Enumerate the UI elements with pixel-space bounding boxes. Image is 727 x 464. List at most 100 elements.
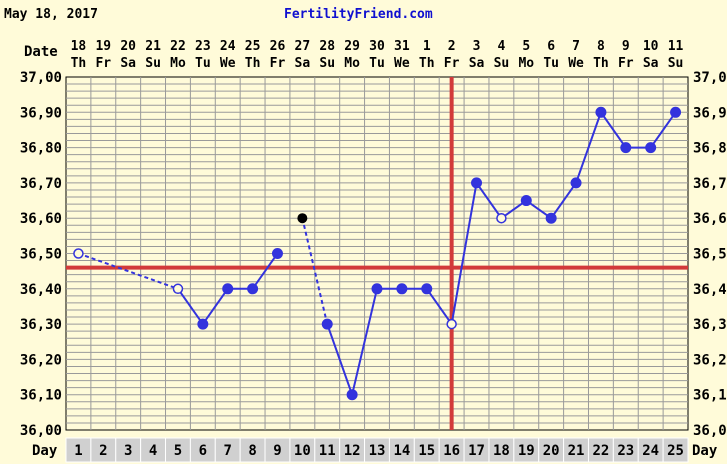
- temperature-line: [177, 288, 204, 325]
- date-axis: 18Th19Fr20Sa21Su22Mo23Tu24We25Th26Fr27Sa…: [71, 39, 684, 71]
- weekday-label: Sa: [295, 56, 311, 71]
- temperature-point: [520, 195, 532, 207]
- date-label: 19: [95, 39, 111, 54]
- weekday-label: Su: [319, 56, 335, 71]
- date-label: 27: [295, 39, 311, 54]
- cycle-day-cell: [662, 437, 689, 463]
- y-tick-label-left: 36,40: [20, 282, 62, 298]
- cycle-day-cell: [339, 437, 366, 463]
- y-tick-label-right: 36,0: [693, 423, 727, 439]
- y-axis-left: 37,00 36,90 36,80 36,70 36,60 36,50 36,40 36,30…: [20, 70, 62, 439]
- temperature-point: [321, 318, 333, 330]
- temperature-point: [570, 177, 582, 189]
- weekday-label: Th: [71, 56, 87, 71]
- cycle-day-cell: [463, 437, 490, 463]
- temperature-point: [247, 283, 259, 295]
- temperature-line: [326, 323, 354, 396]
- cycle-day-label: 4: [149, 443, 157, 459]
- temperature-point: [197, 318, 209, 330]
- weekday-label: Sa: [469, 56, 485, 71]
- cycle-day-label: 5: [174, 443, 182, 459]
- date-label: 23: [195, 39, 211, 54]
- temperature-point: [396, 283, 408, 295]
- y-tick-label-right: 36,6: [693, 211, 727, 227]
- chart-date: May 18, 2017: [4, 7, 98, 22]
- weekday-label: Su: [668, 56, 684, 71]
- cycle-day-cell: [90, 437, 117, 463]
- day-row-label-right: Day: [692, 443, 718, 459]
- date-label: 25: [245, 39, 261, 54]
- cycle-day-cell: [140, 437, 167, 463]
- weekday-label: Su: [494, 56, 510, 71]
- temperature-line: [600, 111, 627, 149]
- cycle-day-cell: [239, 437, 266, 463]
- temperature-point: [471, 177, 483, 189]
- date-label: 6: [547, 39, 555, 54]
- cycle-day-label: 20: [543, 443, 560, 459]
- y-tick-label-right: 36,2: [693, 352, 727, 368]
- cycle-day-cell: [513, 437, 540, 463]
- cycle-day-label: 9: [273, 443, 281, 459]
- temperature-point: [645, 142, 657, 154]
- weekday-label: Mo: [170, 56, 186, 71]
- weekday-label: Su: [145, 56, 161, 71]
- date-label: 11: [668, 39, 684, 54]
- y-tick-label-left: 36,60: [20, 211, 62, 227]
- temperature-point: [620, 142, 632, 154]
- date-label: 22: [170, 39, 186, 54]
- cycle-day-label: 23: [617, 443, 634, 459]
- site-name[interactable]: FertilityFriend.com: [284, 7, 433, 22]
- cycle-day-cell: [165, 437, 191, 463]
- temperature-point-open: [446, 318, 457, 330]
- date-label: 3: [473, 39, 481, 54]
- date-label: 20: [120, 39, 136, 54]
- temperature-line-dashed: [78, 252, 179, 290]
- cycle-day-label: 16: [443, 443, 460, 459]
- date-label: 8: [597, 39, 605, 54]
- cycle-day-cell: [538, 437, 565, 463]
- y-tick-label-left: 36,90: [20, 105, 62, 121]
- temperature-point-discarded: [297, 213, 308, 224]
- weekday-label: Fr: [270, 56, 286, 71]
- temperature-series: [73, 106, 682, 401]
- cycle-day-cell: [214, 437, 241, 463]
- y-tick-label-right: 36,1: [693, 388, 727, 404]
- temperature-point-open: [73, 248, 84, 259]
- temperature-line: [351, 288, 378, 395]
- cycle-day-label: 8: [248, 443, 256, 459]
- cycle-day-label: 7: [224, 443, 232, 459]
- weekday-label: Mo: [518, 56, 534, 71]
- date-label: 9: [622, 39, 630, 54]
- cycle-day-label: 15: [418, 443, 435, 459]
- weekday-label: Fr: [444, 56, 460, 71]
- temperature-line: [649, 111, 677, 149]
- weekday-label: Sa: [120, 56, 136, 71]
- temperature-line: [202, 288, 229, 325]
- temperature-line: [550, 182, 577, 219]
- temperature-line: [425, 288, 453, 325]
- y-tick-label-left: 36,80: [20, 141, 62, 157]
- y-tick-label-left: 36,10: [20, 388, 62, 404]
- date-label: 18: [71, 39, 87, 54]
- cycle-day-cell: [612, 437, 639, 463]
- date-label: 10: [643, 39, 659, 54]
- cycle-day-cell: [438, 437, 465, 463]
- cycle-day-label: 18: [493, 443, 510, 459]
- date-label: 30: [369, 39, 385, 54]
- y-tick-label-left: 36,70: [20, 176, 62, 192]
- temperature-point: [545, 212, 557, 224]
- temperature-point-open: [172, 283, 184, 295]
- temperature-point: [421, 283, 433, 295]
- date-label: 1: [423, 39, 431, 54]
- weekday-label: Fr: [95, 56, 111, 71]
- cycle-day-label: 14: [393, 443, 410, 459]
- y-tick-label-right: 37,0: [693, 70, 727, 86]
- weekday-label: We: [568, 56, 584, 71]
- cycle-day-cell: [587, 437, 614, 463]
- cycle-day-label: 25: [667, 443, 684, 459]
- temperature-point: [371, 283, 383, 295]
- temperature-point-open: [496, 212, 507, 224]
- cycle-day-label: 24: [642, 443, 659, 459]
- cycle-day-label: 21: [568, 443, 585, 459]
